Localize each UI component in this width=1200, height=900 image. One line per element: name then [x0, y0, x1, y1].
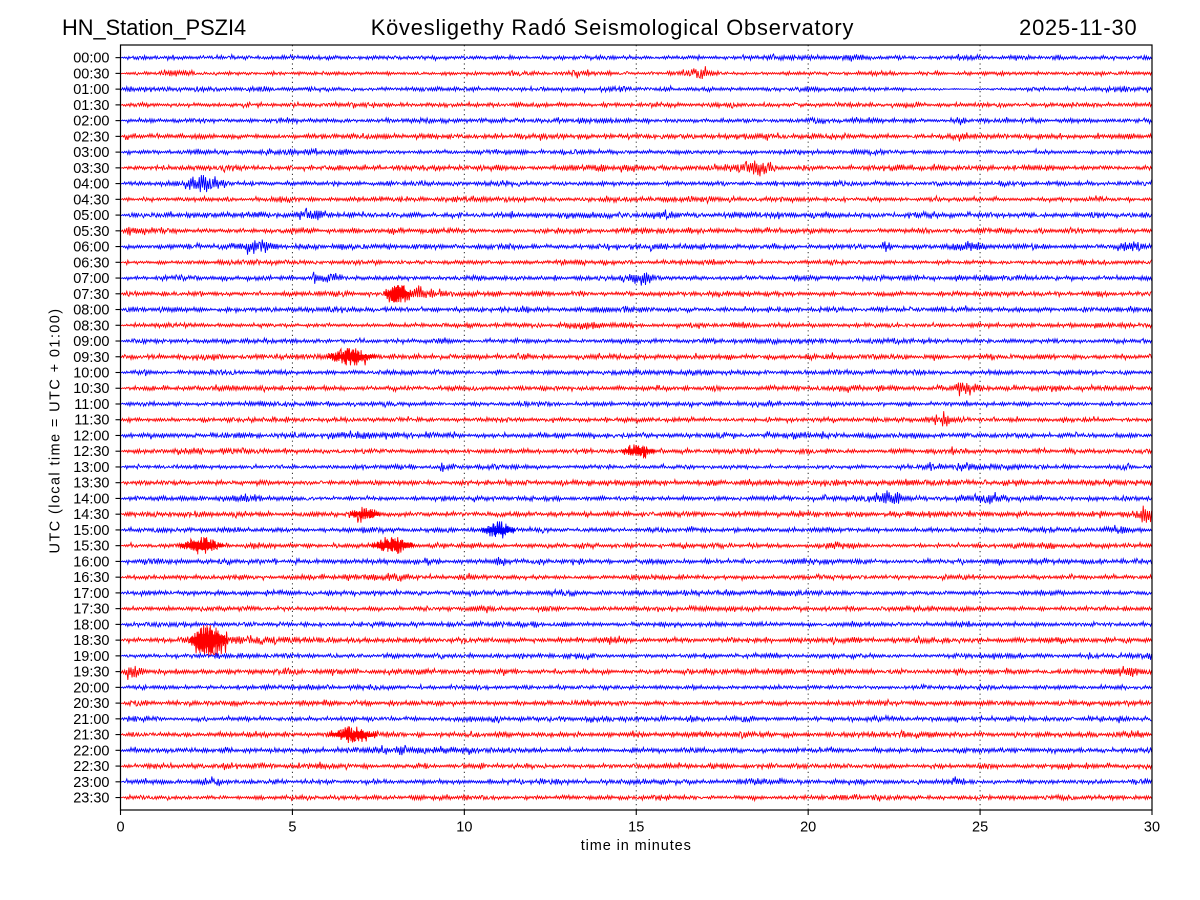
svg-text:04:00: 04:00	[73, 177, 109, 193]
svg-text:03:30: 03:30	[73, 161, 109, 177]
svg-text:02:00: 02:00	[73, 114, 109, 130]
svg-text:00:30: 00:30	[73, 66, 109, 82]
svg-text:21:30: 21:30	[73, 728, 109, 744]
svg-text:11:00: 11:00	[74, 397, 109, 413]
svg-text:18:30: 18:30	[73, 633, 109, 649]
svg-text:10: 10	[456, 820, 472, 836]
svg-text:12:30: 12:30	[73, 444, 109, 460]
svg-text:22:30: 22:30	[73, 759, 109, 775]
svg-text:15:00: 15:00	[73, 523, 109, 539]
svg-text:17:30: 17:30	[73, 602, 109, 618]
svg-text:10:00: 10:00	[73, 366, 109, 382]
svg-text:02:30: 02:30	[73, 129, 109, 145]
svg-text:2025-11-30: 2025-11-30	[1019, 15, 1137, 40]
svg-text:06:30: 06:30	[73, 255, 109, 271]
svg-text:19:00: 19:00	[73, 649, 109, 665]
svg-text:05:30: 05:30	[73, 224, 109, 240]
svg-text:time in minutes: time in minutes	[581, 838, 692, 854]
svg-text:14:00: 14:00	[73, 491, 109, 507]
svg-text:15:30: 15:30	[73, 539, 109, 555]
svg-text:30: 30	[1144, 820, 1160, 836]
svg-text:23:30: 23:30	[73, 791, 109, 807]
svg-text:10:30: 10:30	[73, 381, 109, 397]
svg-text:17:00: 17:00	[73, 586, 109, 602]
svg-text:08:00: 08:00	[73, 303, 109, 319]
svg-text:03:00: 03:00	[73, 145, 109, 161]
svg-text:15: 15	[628, 820, 644, 836]
svg-text:UTC (local time = UTC + 01:00): UTC (local time = UTC + 01:00)	[48, 308, 64, 554]
svg-text:18:00: 18:00	[73, 617, 109, 633]
svg-text:05:00: 05:00	[73, 208, 109, 224]
svg-text:11:30: 11:30	[74, 413, 109, 429]
svg-text:25: 25	[972, 820, 988, 836]
svg-text:14:30: 14:30	[73, 507, 109, 523]
svg-text:0: 0	[116, 820, 124, 836]
svg-text:01:00: 01:00	[73, 82, 109, 98]
svg-text:09:00: 09:00	[73, 334, 109, 350]
svg-text:20: 20	[800, 820, 816, 836]
svg-text:01:30: 01:30	[73, 98, 109, 114]
svg-text:20:30: 20:30	[73, 696, 109, 712]
svg-text:06:00: 06:00	[73, 240, 109, 256]
svg-text:00:00: 00:00	[73, 51, 109, 67]
svg-text:HN_Station_PSZI4: HN_Station_PSZI4	[62, 15, 246, 40]
svg-text:07:30: 07:30	[73, 287, 109, 303]
svg-text:13:00: 13:00	[73, 460, 109, 476]
svg-text:20:00: 20:00	[73, 680, 109, 696]
svg-text:12:00: 12:00	[73, 428, 109, 444]
svg-text:09:30: 09:30	[73, 350, 109, 366]
svg-text:Kövesligethy Radó Seismologica: Kövesligethy Radó Seismological Observat…	[371, 15, 855, 40]
svg-text:13:30: 13:30	[73, 476, 109, 492]
svg-text:08:30: 08:30	[73, 318, 109, 334]
svg-text:16:30: 16:30	[73, 570, 109, 586]
svg-text:19:30: 19:30	[73, 665, 109, 681]
svg-text:22:00: 22:00	[73, 743, 109, 759]
svg-text:16:00: 16:00	[73, 554, 109, 570]
svg-text:5: 5	[288, 820, 296, 836]
svg-text:21:00: 21:00	[73, 712, 109, 728]
svg-text:23:00: 23:00	[73, 775, 109, 791]
svg-text:04:30: 04:30	[73, 192, 109, 208]
svg-text:07:00: 07:00	[73, 271, 109, 287]
